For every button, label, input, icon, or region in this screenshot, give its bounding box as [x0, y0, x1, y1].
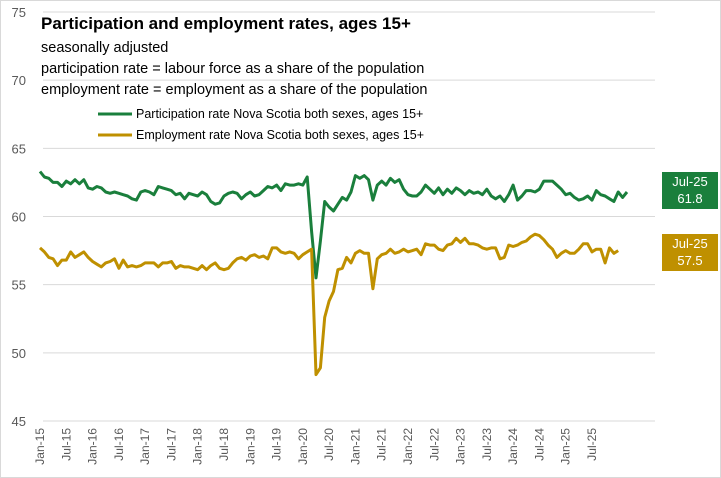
y-tick-label: 50: [12, 346, 26, 361]
x-tick-label: Jul-19: [270, 428, 284, 461]
callout-employment: Jul-25 57.5: [662, 234, 718, 271]
y-tick-label: 75: [12, 5, 26, 20]
legend: Participation rate Nova Scotia both sexe…: [98, 107, 424, 142]
series-lines: [38, 170, 629, 377]
legend-participation: Participation rate Nova Scotia both sexe…: [136, 107, 423, 121]
callout-participation-box: [662, 172, 718, 209]
participation-rate-line: [38, 170, 629, 280]
x-tick-label: Jul-24: [532, 428, 546, 461]
x-tick-label: Jan-24: [506, 428, 520, 465]
callout-employment-value: 57.5: [677, 253, 702, 268]
gridlines: [43, 11, 655, 422]
subtitle-participation-def: participation rate = labour force as a s…: [41, 61, 424, 77]
y-axis-ticks: 45 50 55 60 65 70 75: [12, 5, 26, 429]
subtitle-seasonal: seasonally adjusted: [41, 40, 168, 56]
x-tick-label: Jul-22: [427, 428, 441, 461]
chart-title: Participation and employment rates, ages…: [41, 14, 411, 33]
y-tick-label: 55: [12, 278, 26, 293]
x-tick-label: Jul-20: [322, 428, 336, 461]
callout-participation-label: Jul-25: [672, 174, 707, 189]
x-tick-label: Jan-21: [348, 428, 362, 465]
callout-employment-box: [662, 234, 718, 271]
x-tick-label: Jan-19: [243, 428, 257, 465]
x-tick-label: Jan-16: [86, 428, 100, 465]
x-tick-label: Jul-17: [164, 428, 178, 461]
legend-employment: Employment rate Nova Scotia both sexes, …: [136, 128, 424, 142]
y-tick-label: 60: [12, 210, 26, 225]
x-tick-label: Jan-18: [191, 428, 205, 465]
x-tick-label: Jan-22: [401, 428, 415, 465]
callout-employment-label: Jul-25: [672, 236, 707, 251]
x-tick-label: Jul-16: [112, 428, 126, 461]
x-tick-label: Jul-18: [217, 428, 231, 461]
x-tick-label: Jul-21: [375, 428, 389, 461]
x-tick-label: Jul-15: [59, 428, 73, 461]
x-tick-label: Jul-23: [480, 428, 494, 461]
x-tick-label: Jul-25: [585, 428, 599, 461]
callout-participation: Jul-25 61.8: [662, 172, 718, 209]
x-tick-label: Jan-17: [138, 428, 152, 465]
x-tick-label: Jan-15: [33, 428, 47, 465]
y-tick-label: 65: [12, 141, 26, 156]
subtitle-employment-def: employment rate = employment as a share …: [41, 82, 428, 98]
x-axis-ticks: Jan-15 Jul-15 Jan-16 Jul-16 Jan-17 Jul-17 Jan-…: [33, 428, 599, 465]
y-tick-label: 45: [12, 414, 26, 429]
y-tick-label: 70: [12, 73, 26, 88]
employment-rate-line: [38, 232, 619, 377]
x-tick-label: Jan-23: [454, 428, 468, 465]
callout-participation-value: 61.8: [677, 191, 702, 206]
x-tick-label: Jan-20: [296, 428, 310, 465]
x-tick-label: Jan-25: [559, 428, 573, 465]
